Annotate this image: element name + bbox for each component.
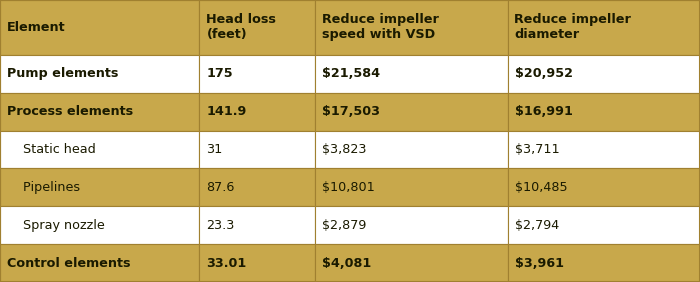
Text: Element: Element xyxy=(7,21,66,34)
Bar xyxy=(199,206,315,244)
Text: Static head: Static head xyxy=(7,143,96,156)
Bar xyxy=(0,244,199,282)
Text: $2,794: $2,794 xyxy=(514,219,559,232)
Text: Spray nozzle: Spray nozzle xyxy=(7,219,105,232)
Bar xyxy=(199,55,315,93)
Text: Pump elements: Pump elements xyxy=(7,67,118,80)
Text: $2,879: $2,879 xyxy=(322,219,366,232)
Bar xyxy=(315,206,508,244)
Text: 23.3: 23.3 xyxy=(206,219,235,232)
Bar xyxy=(508,93,700,131)
Bar xyxy=(0,206,199,244)
Bar xyxy=(508,244,700,282)
Text: $4,081: $4,081 xyxy=(322,257,371,270)
Bar xyxy=(508,131,700,169)
Bar xyxy=(315,93,508,131)
Bar xyxy=(508,206,700,244)
Bar xyxy=(0,131,199,169)
Text: $17,503: $17,503 xyxy=(322,105,380,118)
Bar xyxy=(315,169,508,206)
Bar xyxy=(508,169,700,206)
Text: 175: 175 xyxy=(206,67,233,80)
Text: 33.01: 33.01 xyxy=(206,257,246,270)
Bar xyxy=(199,244,315,282)
Bar xyxy=(315,0,508,55)
Bar xyxy=(199,131,315,169)
Text: $3,823: $3,823 xyxy=(322,143,367,156)
Text: 31: 31 xyxy=(206,143,223,156)
Bar xyxy=(315,244,508,282)
Bar xyxy=(315,55,508,93)
Text: $20,952: $20,952 xyxy=(514,67,573,80)
Bar xyxy=(508,55,700,93)
Text: 87.6: 87.6 xyxy=(206,181,235,194)
Text: 141.9: 141.9 xyxy=(206,105,247,118)
Text: $21,584: $21,584 xyxy=(322,67,380,80)
Text: Pipelines: Pipelines xyxy=(7,181,80,194)
Text: Control elements: Control elements xyxy=(7,257,130,270)
Bar xyxy=(0,93,199,131)
Text: $3,711: $3,711 xyxy=(514,143,559,156)
Bar xyxy=(0,169,199,206)
Text: $10,485: $10,485 xyxy=(514,181,567,194)
Bar xyxy=(199,169,315,206)
Text: Process elements: Process elements xyxy=(7,105,133,118)
Text: Reduce impeller
diameter: Reduce impeller diameter xyxy=(514,14,631,41)
Text: $3,961: $3,961 xyxy=(514,257,564,270)
Text: $10,801: $10,801 xyxy=(322,181,374,194)
Text: $16,991: $16,991 xyxy=(514,105,573,118)
Bar xyxy=(199,93,315,131)
Text: Reduce impeller
speed with VSD: Reduce impeller speed with VSD xyxy=(322,14,439,41)
Bar xyxy=(0,0,199,55)
Bar xyxy=(508,0,700,55)
Bar xyxy=(315,131,508,169)
Text: Head loss
(feet): Head loss (feet) xyxy=(206,14,276,41)
Bar xyxy=(0,55,199,93)
Bar xyxy=(199,0,315,55)
